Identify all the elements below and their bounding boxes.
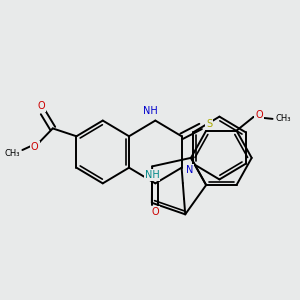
Text: O: O (38, 101, 45, 111)
Text: O: O (256, 110, 263, 120)
Text: NH: NH (143, 106, 158, 116)
Text: O: O (152, 207, 159, 217)
Text: CH₃: CH₃ (4, 149, 20, 158)
Text: S: S (206, 119, 212, 130)
Text: CH₃: CH₃ (275, 114, 291, 123)
Text: NH: NH (145, 170, 160, 180)
Text: O: O (31, 142, 38, 152)
Text: N: N (185, 165, 193, 175)
